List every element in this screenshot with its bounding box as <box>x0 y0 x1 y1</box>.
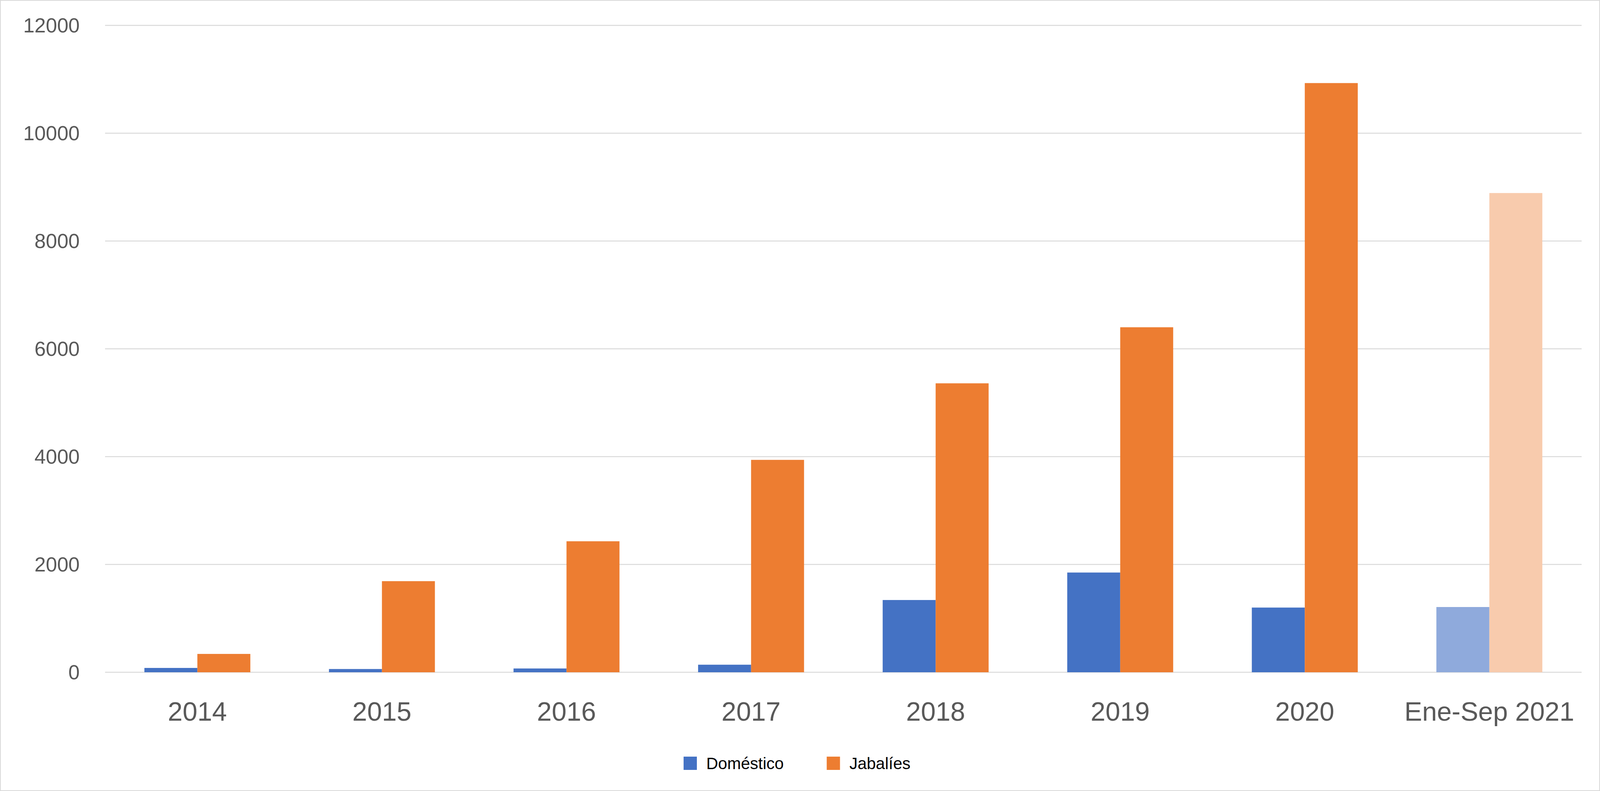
legend-swatch <box>826 756 840 770</box>
x-tick-label: 2019 <box>1090 696 1150 727</box>
grid-line <box>105 564 1582 566</box>
grid-line <box>105 456 1582 458</box>
bar <box>1120 327 1174 673</box>
legend: Doméstico Jabalíes <box>683 754 911 773</box>
bar <box>566 541 620 673</box>
bar <box>1436 607 1490 673</box>
bar <box>1489 192 1543 673</box>
bar <box>328 669 383 673</box>
bar <box>1304 83 1358 673</box>
x-tick-label: 2015 <box>352 696 412 727</box>
grid-line <box>105 671 1582 674</box>
bar <box>882 600 936 673</box>
grid-line <box>105 132 1582 134</box>
bar <box>698 664 752 673</box>
y-tick-label: 0 <box>68 660 80 684</box>
legend-label: Jabalíes <box>849 754 911 773</box>
legend-label: Doméstico <box>706 754 784 773</box>
y-tick-label: 4000 <box>34 445 80 468</box>
bar <box>935 383 989 673</box>
grid <box>105 25 1582 673</box>
bar <box>751 459 805 673</box>
x-tick-label: 2018 <box>906 696 966 727</box>
x-tick-label: 2017 <box>721 696 781 727</box>
chart: 0 2000 4000 6000 8000 10000 12000 2014 2015 2016 2… <box>0 0 1600 791</box>
legend-swatch <box>683 756 697 770</box>
x-tick-label: 2016 <box>537 696 597 727</box>
y-tick-label: 6000 <box>34 337 80 361</box>
bar <box>144 667 198 673</box>
grid-line <box>105 25 1582 27</box>
y-tick-label: 8000 <box>34 229 80 253</box>
bar <box>1251 607 1306 673</box>
y-tick-label: 2000 <box>34 553 80 576</box>
y-tick-label: 12000 <box>23 14 80 37</box>
chart-border <box>0 0 1600 791</box>
x-tick-label: Ene-Sep 2021 <box>1404 696 1575 727</box>
bar <box>197 653 251 673</box>
x-tick-label: 2020 <box>1275 696 1335 727</box>
x-tick-label: 2014 <box>167 696 227 727</box>
grid-line <box>105 348 1582 350</box>
bar <box>382 581 436 673</box>
bars <box>144 83 1543 673</box>
bar <box>513 668 567 673</box>
grid-line <box>105 240 1582 242</box>
y-tick-label: 10000 <box>23 121 80 145</box>
bar <box>1067 572 1121 673</box>
